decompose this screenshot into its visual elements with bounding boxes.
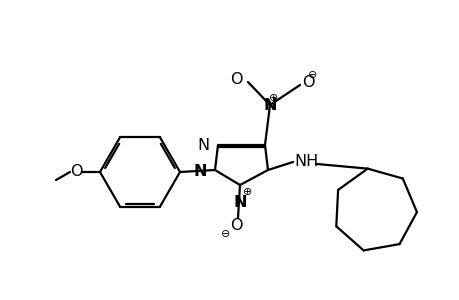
Text: O: O (230, 71, 242, 86)
Text: ⊖: ⊖ (221, 229, 230, 239)
Text: N: N (233, 195, 246, 210)
Text: N: N (197, 137, 210, 152)
Text: O: O (70, 164, 82, 179)
Text: N: N (263, 98, 276, 112)
Text: ⊕: ⊕ (269, 93, 278, 103)
Text: ⊖: ⊖ (308, 70, 317, 80)
Text: O: O (229, 218, 242, 233)
Text: O: O (302, 74, 314, 89)
Text: NH: NH (294, 154, 319, 169)
Text: ⊕: ⊕ (243, 187, 252, 197)
Text: N: N (193, 164, 207, 179)
